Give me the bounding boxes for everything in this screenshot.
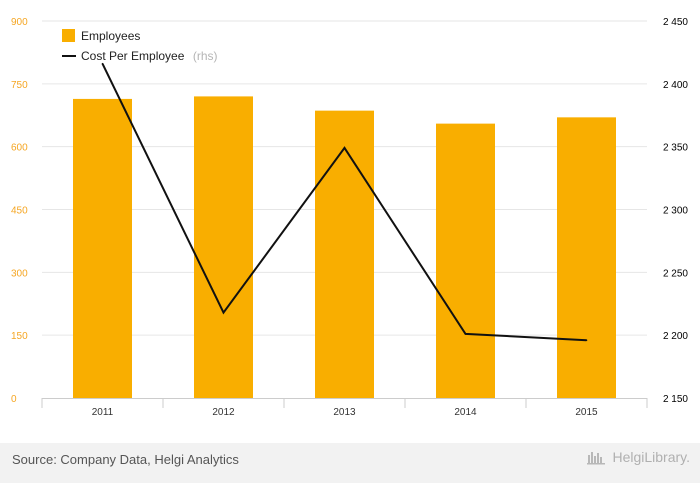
- legend-swatch-employees: [62, 29, 75, 42]
- x-axis-tick-label: 2011: [92, 407, 114, 418]
- right-axis-tick-label: 2 400: [663, 80, 688, 91]
- right-axis-tick-label: 2 200: [663, 331, 688, 342]
- bar-employees: [315, 110, 374, 399]
- brand-name: HelgiLibrary.: [612, 449, 690, 465]
- chart-footer: Source: Company Data, Helgi Analytics He…: [0, 443, 700, 483]
- bar-employees: [194, 96, 253, 399]
- right-axis-tick-label: 2 450: [663, 17, 688, 28]
- cost-per-employee-point: [343, 147, 346, 149]
- left-axis-ticks: 0 150 300 450 600 750 900: [11, 17, 28, 405]
- bar-employees: [557, 117, 616, 398]
- cost-per-employee-point: [464, 333, 467, 335]
- cost-per-employee-point: [585, 339, 588, 341]
- x-axis-ticks: 2011 2012 2013 2014 2015: [41, 398, 648, 418]
- x-axis-tick-label: 2012: [212, 407, 235, 418]
- library-logo-icon: [587, 452, 606, 465]
- right-axis-tick-label: 2 350: [663, 143, 688, 154]
- x-axis-tick-label: 2014: [454, 407, 477, 418]
- combo-chart: 2011 2012 2013 2014 2015 0 150 300 450 600 750 900…: [11, 17, 688, 418]
- legend: Employees Cost Per Employee (rhs): [62, 29, 218, 64]
- legend-label-rhs: (rhs): [193, 49, 218, 63]
- employees-bars: [73, 96, 616, 399]
- legend-label-employees: Employees: [81, 29, 140, 43]
- brand-logo: HelgiLibrary.: [586, 449, 690, 465]
- right-axis-tick-label: 2 250: [663, 268, 688, 279]
- left-axis-tick-label: 300: [11, 268, 28, 279]
- x-axis-tick-label: 2015: [575, 407, 598, 418]
- legend-label-cost-per-employee: Cost Per Employee (rhs): [81, 47, 218, 64]
- legend-label-cost-text: Cost Per Employee: [81, 49, 185, 63]
- right-axis-tick-label: 2 300: [663, 206, 688, 217]
- left-axis-tick-label: 150: [11, 331, 28, 342]
- left-axis-tick-label: 0: [11, 394, 17, 405]
- source-note: Source: Company Data, Helgi Analytics: [12, 452, 239, 467]
- right-axis-tick-label: 2 150: [663, 394, 688, 405]
- left-axis-tick-label: 750: [11, 80, 28, 91]
- cost-per-employee-point: [222, 311, 225, 314]
- cost-per-employee-line-layer: [101, 62, 588, 342]
- cost-per-employee-point: [101, 62, 104, 65]
- right-axis-ticks: 2 150 2 200 2 250 2 300 2 350 2 400 2 450: [663, 17, 688, 405]
- bar-employees: [73, 98, 132, 398]
- x-axis-tick-label: 2013: [333, 407, 356, 418]
- bar-employees: [436, 123, 495, 398]
- left-axis-tick-label: 450: [11, 206, 28, 217]
- left-axis-tick-label: 600: [11, 143, 28, 154]
- left-axis-tick-label: 900: [11, 17, 28, 28]
